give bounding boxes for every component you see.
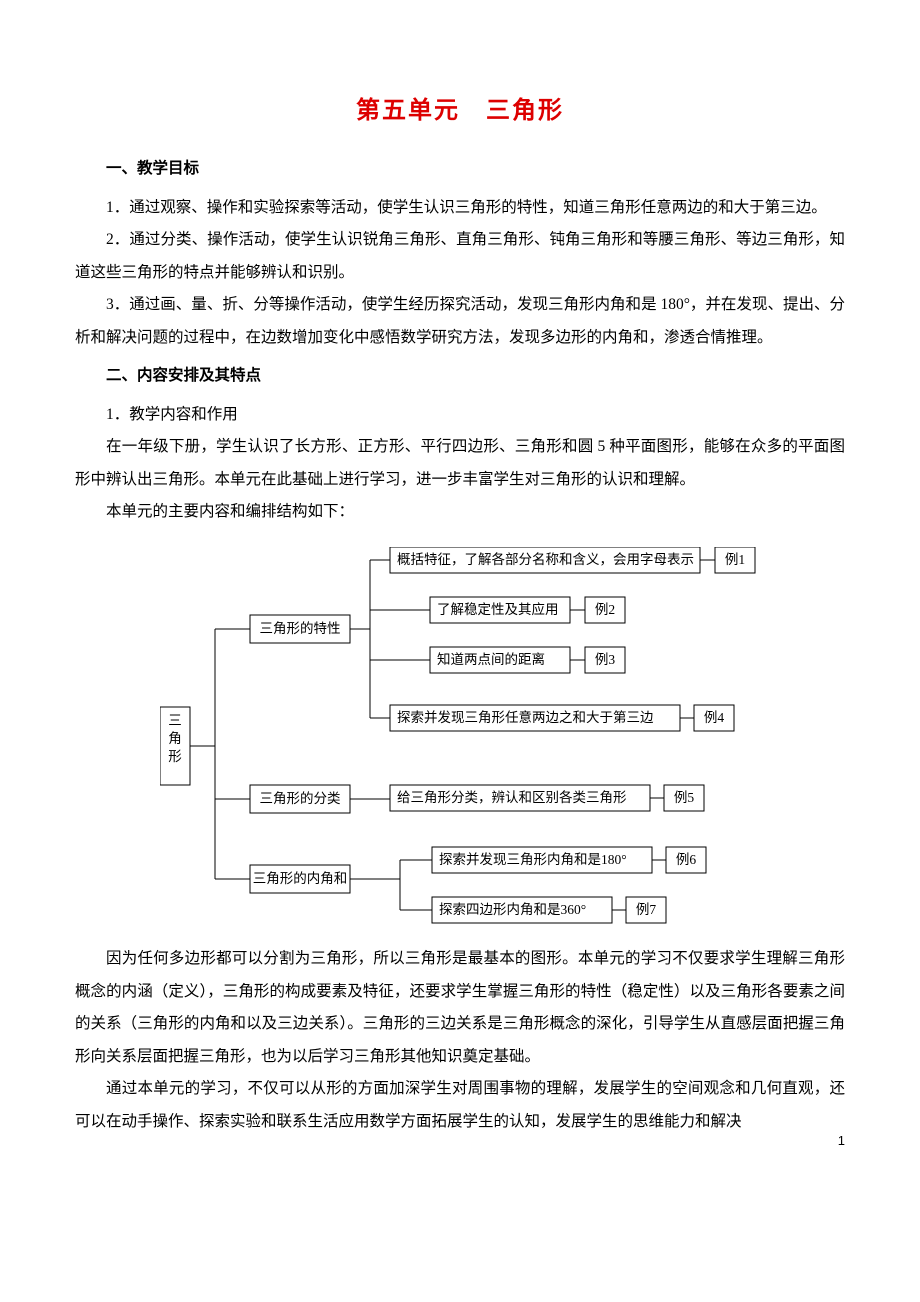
ex-4: 例4 — [704, 710, 725, 725]
section-heading-2: 二、内容安排及其特点 — [75, 360, 845, 393]
leaf-1: 概括特征，了解各部分名称和含义，会用字母表示 — [397, 552, 694, 567]
node-mid-3: 三角形的内角和 — [253, 871, 348, 886]
node-mid-2: 三角形的分类 — [260, 791, 341, 806]
page: 第五单元 三角形 一、教学目标 1．通过观察、操作和实验探索等活动，使学生认识三… — [0, 0, 920, 1178]
unit-title: 第五单元 三角形 — [75, 90, 845, 125]
ex-6: 例6 — [676, 852, 697, 867]
leaf-2: 了解稳定性及其应用 — [437, 601, 559, 617]
paragraph: 2．通过分类、操作活动，使学生认识锐角三角形、直角三角形、钝角三角形和等腰三角形… — [75, 224, 845, 289]
ex-2: 例2 — [595, 602, 615, 617]
ex-5: 例5 — [674, 790, 695, 805]
node-root: 三角形 — [168, 713, 182, 764]
paragraph: 通过本单元的学习，不仅可以从形的方面加深学生对周围事物的理解，发展学生的空间观念… — [75, 1073, 845, 1138]
ex-1: 例1 — [725, 552, 745, 567]
leaf-7: 探索四边形内角和是360° — [439, 902, 586, 917]
leaf-4: 探索并发现三角形任意两边之和大于第三边 — [397, 709, 654, 725]
ex-7: 例7 — [636, 902, 657, 917]
paragraph: 本单元的主要内容和编排结构如下： — [75, 496, 845, 529]
leaf-6: 探索并发现三角形内角和是180° — [439, 852, 627, 867]
leaf-3: 知道两点间的距离 — [437, 651, 545, 667]
paragraph: 3．通过画、量、折、分等操作活动，使学生经历探究活动，发现三角形内角和是 180… — [75, 289, 845, 354]
ex-3: 例3 — [595, 652, 616, 667]
structure-diagram: 三角形 三角形的特性 三角形的分类 三角形的内角和 概括特征，了解各部分名称和含… — [160, 547, 760, 927]
leaf-5: 给三角形分类，辨认和区别各类三角形 — [397, 790, 627, 805]
node-mid-1: 三角形的特性 — [260, 621, 341, 636]
section-heading-1: 一、教学目标 — [75, 153, 845, 186]
paragraph: 在一年级下册，学生认识了长方形、正方形、平行四边形、三角形和圆 5 种平面图形，… — [75, 431, 845, 496]
paragraph: 1．通过观察、操作和实验探索等活动，使学生认识三角形的特性，知道三角形任意两边的… — [75, 192, 845, 225]
page-number: 1 — [838, 1133, 845, 1148]
paragraph: 因为任何多边形都可以分割为三角形，所以三角形是最基本的图形。本单元的学习不仅要求… — [75, 943, 845, 1073]
subheading: 1．教学内容和作用 — [75, 399, 845, 432]
